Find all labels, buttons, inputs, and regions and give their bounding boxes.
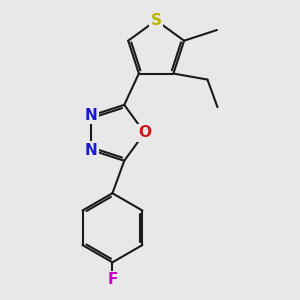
Text: O: O [138, 125, 151, 140]
Text: N: N [85, 108, 98, 123]
Text: F: F [107, 272, 118, 287]
Text: N: N [85, 142, 98, 158]
Text: S: S [151, 13, 162, 28]
